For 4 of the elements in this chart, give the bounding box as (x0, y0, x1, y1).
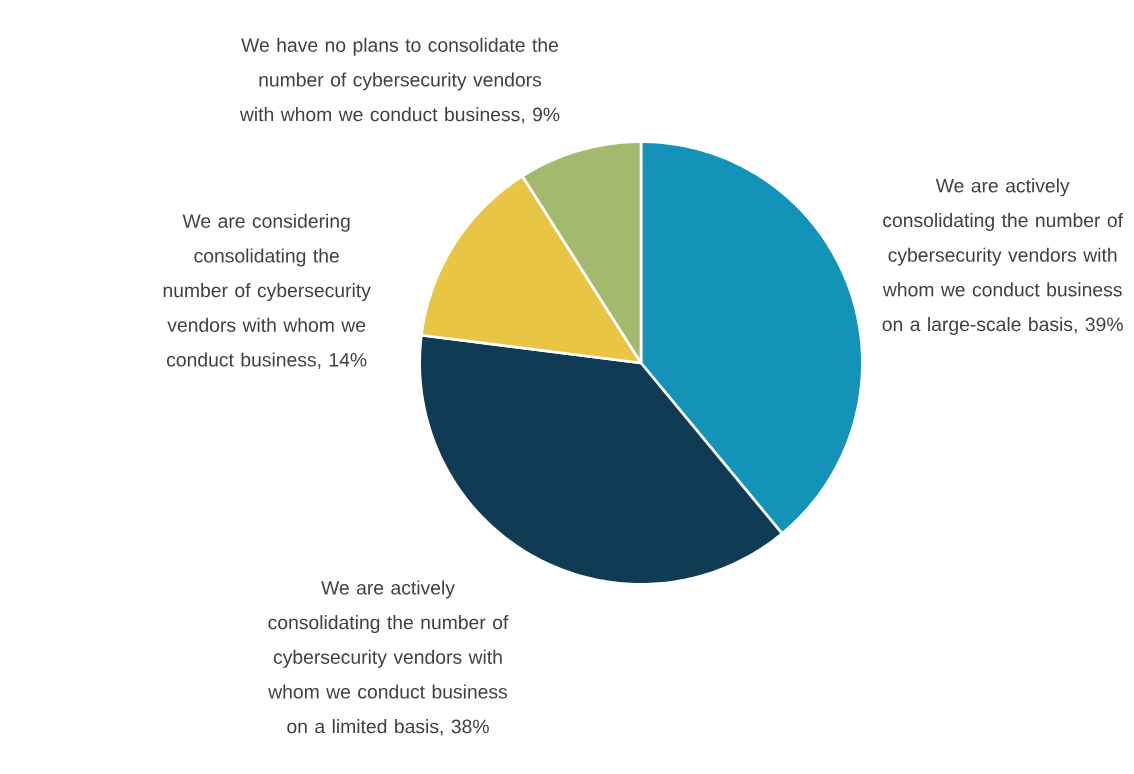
slice-label: We are considering consolidating the number of cybersecurity vendors with whom we conduct business, 14% (163, 213, 371, 369)
slice-label: We have no plans to consolidate the number of cybersecurity vendors with whom we conduct business, 9% (239, 37, 560, 124)
slice-label: We are actively consolidating the number of cybersecurity vendors with whom we conduct business on a large-scale basis, 39% (882, 178, 1124, 335)
slice-label: We are actively consolidating the number of cybersecurity vendors with whom we conduct business on a limited basis, 38% (268, 580, 509, 736)
